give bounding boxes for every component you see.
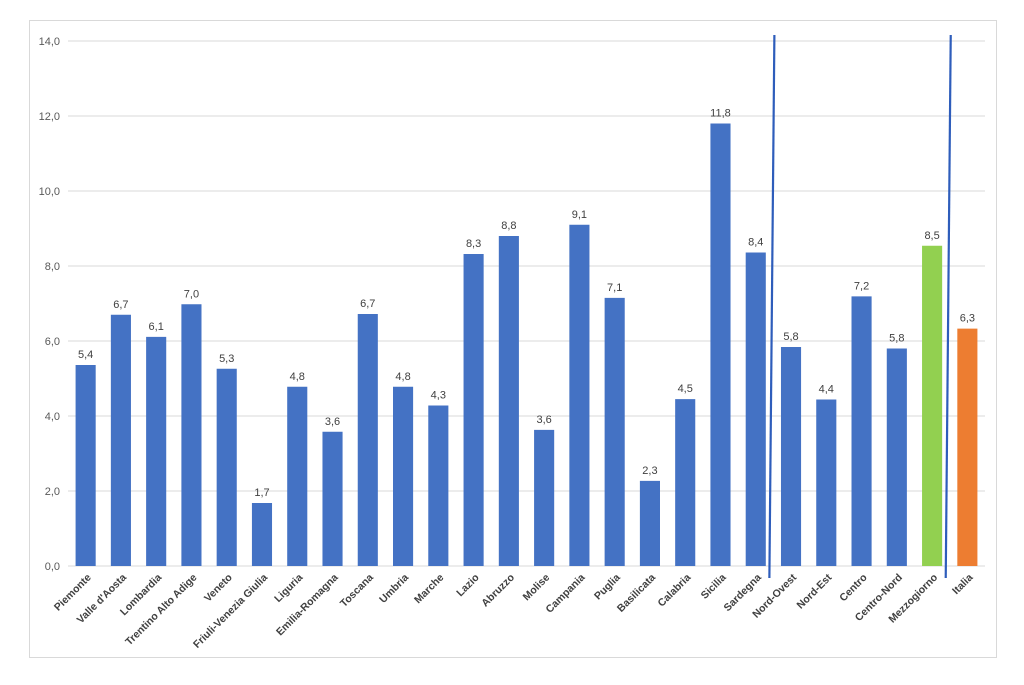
bar [463, 254, 484, 566]
category-label: Calabria [656, 572, 694, 610]
bar [287, 386, 308, 566]
y-tick-label: 8,0 [45, 261, 60, 273]
category-label: Trentino Alto Adige [123, 572, 200, 649]
data-label: 4,4 [819, 384, 834, 396]
bar [181, 304, 202, 566]
bar [816, 399, 837, 566]
bar [110, 314, 131, 566]
category-label: Emilia-Romagna [274, 572, 341, 639]
data-label: 11,8 [710, 108, 731, 120]
category-label: Centro [837, 572, 869, 604]
category-label: Toscana [338, 572, 376, 610]
bar [393, 386, 414, 566]
category-label: Sicilia [699, 572, 729, 602]
data-label: 3,6 [325, 416, 340, 428]
bar [639, 480, 660, 566]
y-tick-label: 6,0 [45, 336, 60, 348]
data-label: 8,5 [924, 230, 939, 242]
data-label: 8,3 [466, 238, 481, 250]
bar [216, 368, 237, 566]
bar [604, 297, 625, 566]
bar [675, 399, 696, 566]
data-label: 8,4 [748, 237, 763, 249]
bar [428, 405, 449, 566]
data-label: 3,6 [536, 414, 551, 426]
category-label: Nord-Est [795, 571, 835, 611]
data-label: 6,3 [960, 313, 975, 325]
data-label: 4,8 [395, 371, 410, 383]
bar [710, 123, 731, 566]
data-label: 5,8 [783, 331, 798, 343]
bar [534, 429, 555, 566]
bar [322, 431, 343, 566]
y-axis-ticks: 0,0 2,0 4,0 6,0 8,0 10,0 12,0 14,0 [39, 36, 60, 573]
bars [75, 123, 978, 566]
data-label: 4,3 [431, 390, 446, 402]
data-label: 5,8 [889, 333, 904, 345]
bar [745, 252, 766, 566]
bar [569, 224, 590, 566]
bar [957, 328, 978, 566]
category-label: Veneto [202, 572, 235, 605]
data-label: 7,2 [854, 280, 869, 292]
bar [886, 348, 907, 566]
bar-chart: 0,0 2,0 4,0 6,0 8,0 10,0 12,0 14,0 5,4 6,7 6,1 7,0… [39, 34, 985, 651]
data-label: 8,8 [501, 220, 516, 232]
data-label: 5,3 [219, 353, 234, 365]
category-label: Molise [521, 572, 553, 604]
data-labels: 5,4 6,7 6,1 7,0 5,3 1,7 4,8 3,6 6,7 4,8 4,3 8,3 8,8 3… [78, 108, 975, 500]
data-label: 9,1 [572, 209, 587, 221]
data-label: 2,3 [642, 465, 657, 477]
data-label: 6,7 [360, 298, 375, 310]
category-label: Liguria [272, 572, 305, 605]
bar [780, 347, 802, 566]
category-label: Umbria [377, 572, 411, 606]
data-label: 1,7 [254, 487, 269, 499]
category-label: Puglia [592, 572, 623, 603]
bar [357, 314, 378, 566]
y-tick-label: 0,0 [45, 561, 60, 573]
data-label: 7,1 [607, 282, 622, 294]
bar [922, 245, 943, 566]
chart-frame: 0,0 2,0 4,0 6,0 8,0 10,0 12,0 14,0 5,4 6,7 6,1 7,0… [29, 20, 997, 658]
y-tick-label: 12,0 [39, 111, 60, 123]
data-label: 6,1 [149, 321, 164, 333]
group-separators [768, 34, 952, 579]
bar [498, 236, 519, 566]
y-tick-label: 10,0 [39, 186, 60, 198]
data-label: 5,4 [78, 349, 93, 361]
category-label: Basilicata [615, 572, 658, 615]
data-label: 4,8 [290, 371, 305, 383]
y-tick-label: 14,0 [39, 36, 60, 48]
bar [146, 336, 167, 566]
bar [851, 296, 872, 566]
bar [75, 365, 96, 566]
y-tick-label: 2,0 [45, 486, 60, 498]
separator-line [768, 34, 776, 579]
separator-line [944, 34, 952, 579]
data-label: 6,7 [113, 299, 128, 311]
data-label: 4,5 [678, 383, 693, 395]
category-label: Abruzzo [479, 572, 517, 610]
category-label: Marche [412, 572, 447, 607]
gridlines [68, 40, 985, 567]
data-label: 7,0 [184, 288, 199, 300]
y-tick-label: 4,0 [45, 411, 60, 423]
bar [251, 503, 273, 566]
category-label: Lazio [454, 572, 481, 599]
category-label: Italia [950, 572, 976, 598]
